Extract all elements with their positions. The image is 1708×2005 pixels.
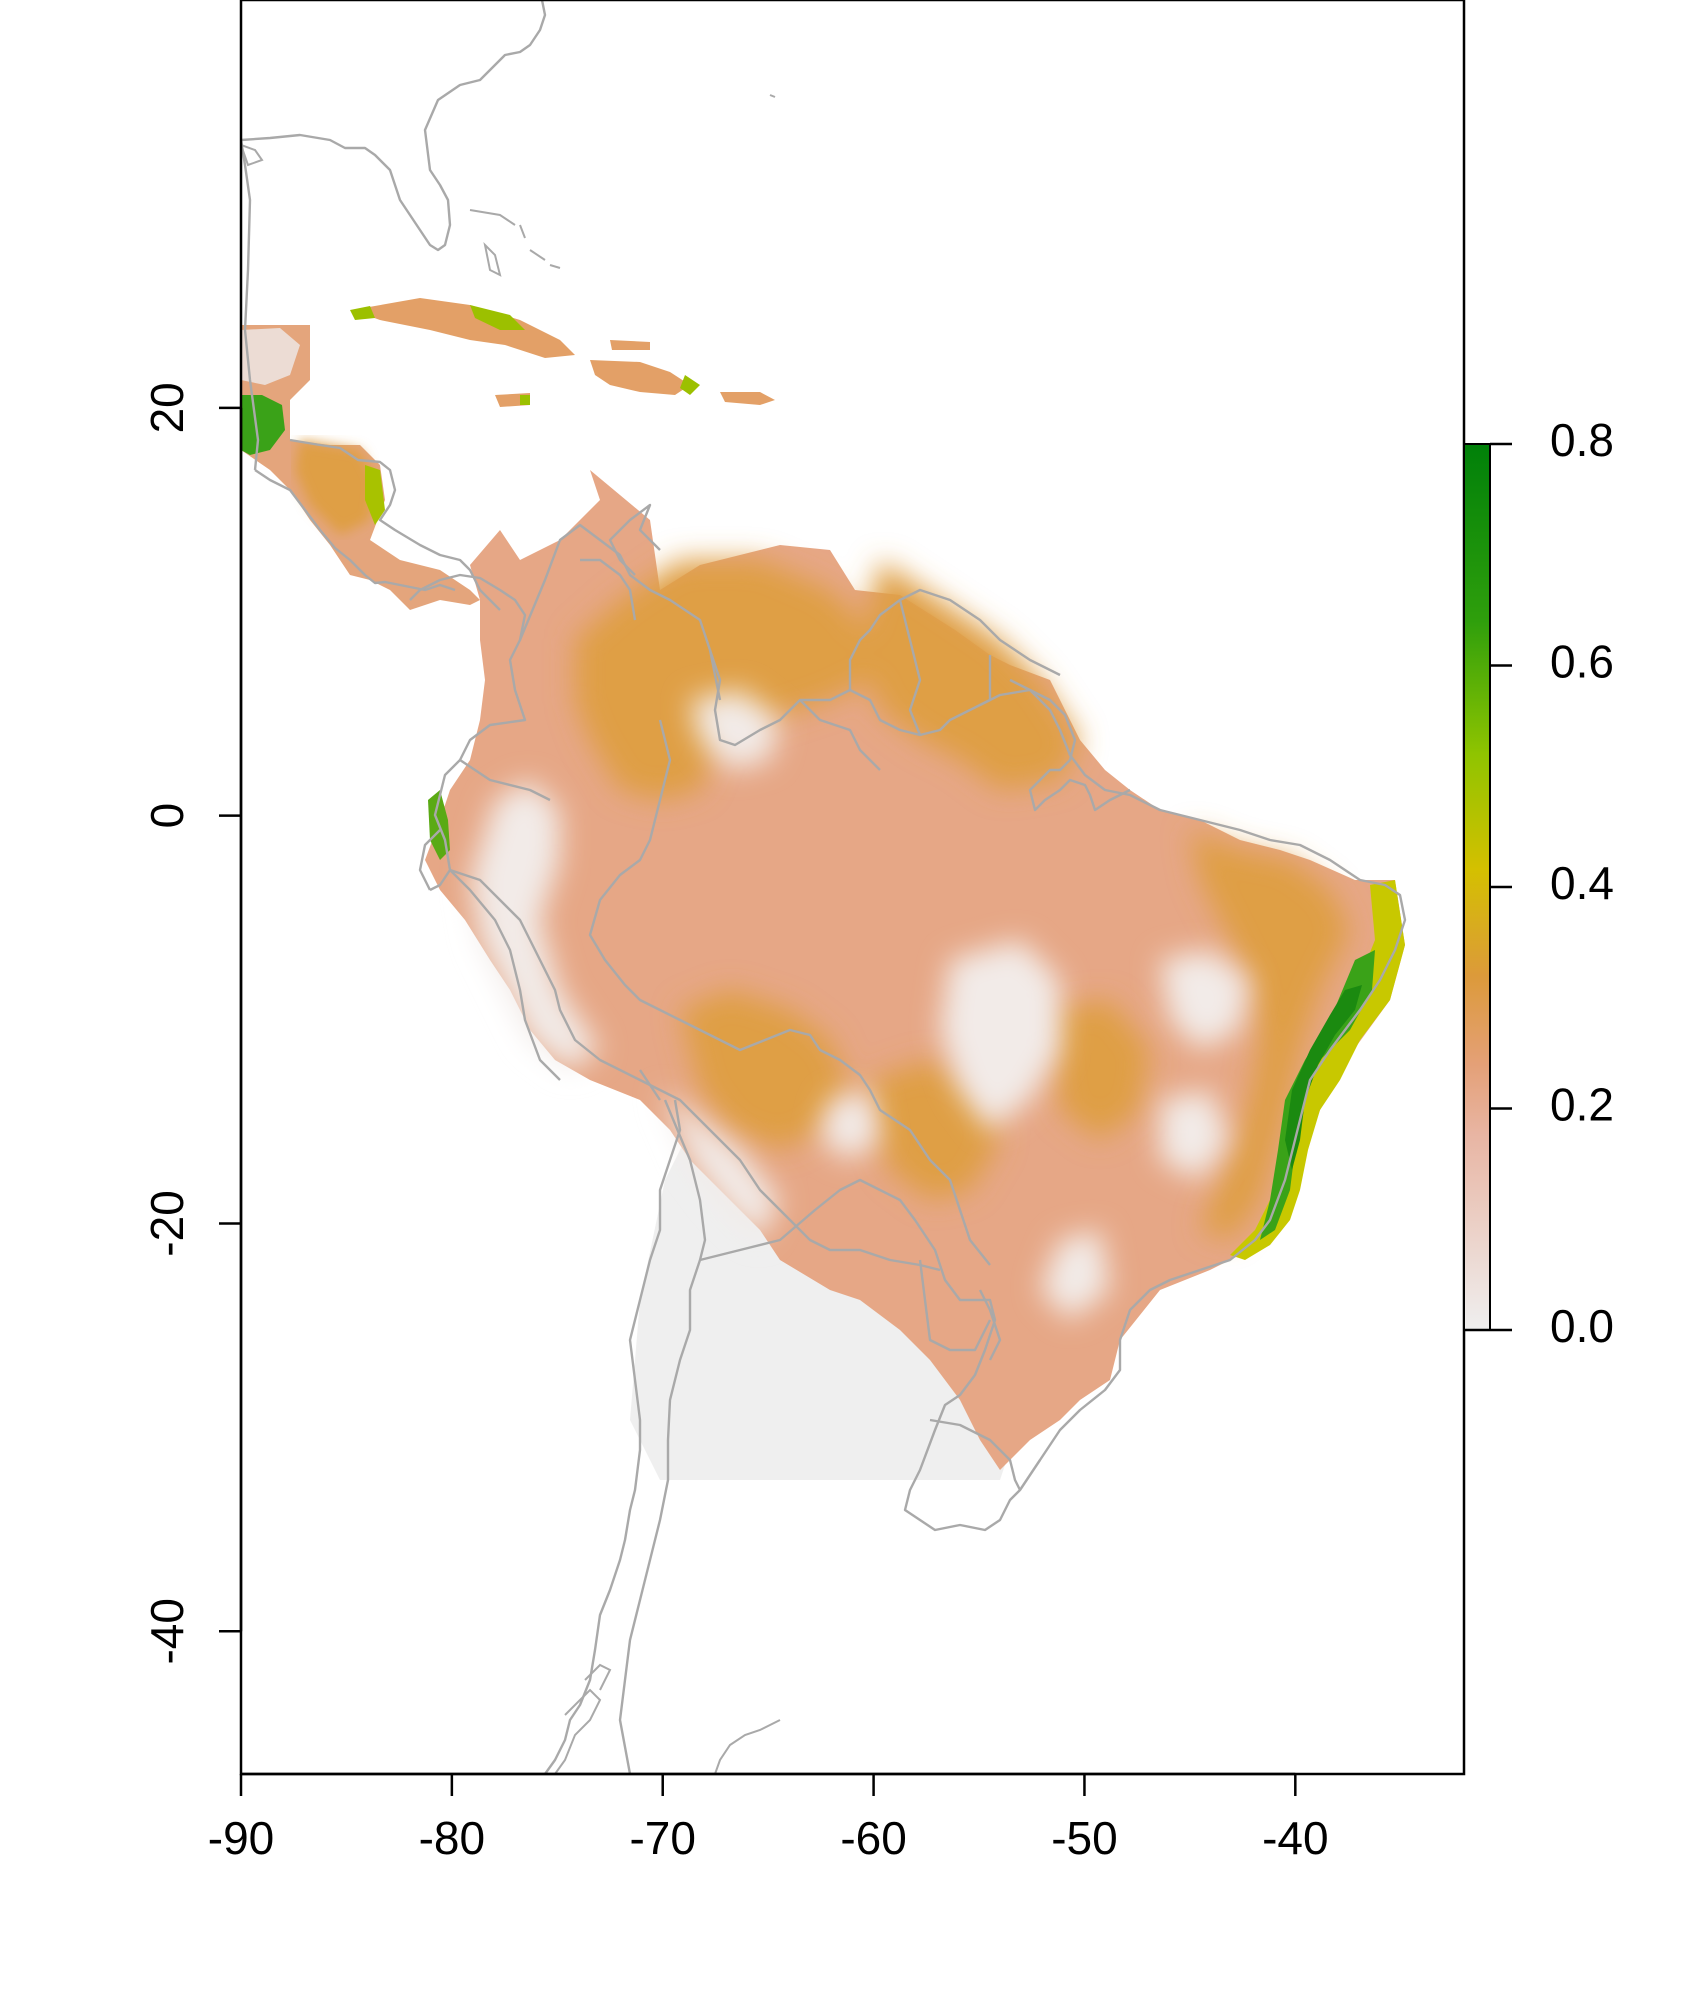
colorbar: 0.0 0.2 0.4 0.6 0.8: [1463, 414, 1614, 1352]
x-tick-label: -40: [1262, 1812, 1328, 1864]
colorbar-gradient: [1463, 443, 1491, 1331]
raster-mexico-pale: [241, 328, 300, 385]
colorbar-tick-label: 0.2: [1550, 1079, 1614, 1131]
island-outlines: [241, 94, 781, 1774]
colorbar-tick-label: 0.4: [1550, 857, 1614, 909]
raster-caribbean: [352, 298, 775, 407]
x-tick-label: -70: [629, 1812, 695, 1864]
y-tick-label: -20: [141, 1190, 193, 1256]
colorbar-tick-label: 0.6: [1550, 636, 1614, 688]
country-borders: [241, 0, 1407, 1774]
raster-central-america-green: [241, 395, 285, 455]
x-tick-label: -90: [208, 1812, 274, 1864]
x-tick-label: -60: [840, 1812, 906, 1864]
x-axis: -90 -80 -70 -60 -50 -40: [208, 1772, 1329, 1864]
y-tick-label: 0: [141, 803, 193, 829]
colorbar-tick-label: 0.0: [1550, 1300, 1614, 1352]
colorbar-ticks: 0.0 0.2 0.4 0.6 0.8: [1464, 414, 1614, 1352]
raster-orange-patches: [575, 560, 1350, 1240]
raster-caribbean-green: [350, 305, 700, 405]
y-tick-label: -40: [141, 1598, 193, 1664]
y-tick-label: 20: [141, 382, 193, 433]
y-axis: 20 0 -20 -40: [141, 382, 243, 1665]
raster-layer: [241, 298, 1405, 1480]
raster-central-america-orange: [295, 440, 375, 535]
x-tick-label: -50: [1051, 1812, 1117, 1864]
x-tick-label: -80: [419, 1812, 485, 1864]
raster-central-america-yellow: [365, 465, 385, 525]
colorbar-tick-label: 0.8: [1550, 414, 1614, 466]
raster-pale-patches: [470, 690, 1250, 1320]
